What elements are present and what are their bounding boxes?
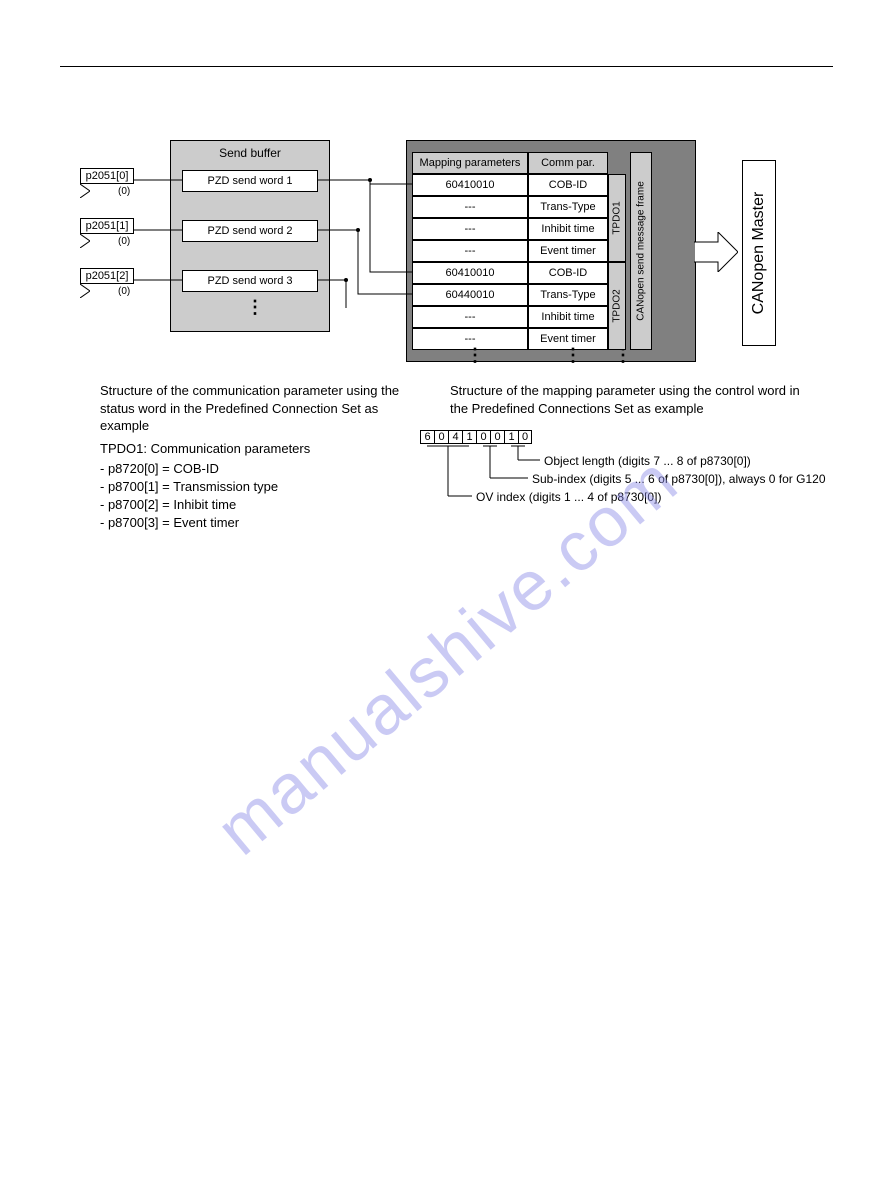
param-input-2: p2051[2] <box>80 268 134 284</box>
comm-cell-3: Event timer <box>528 240 608 262</box>
map-cell-2: --- <box>412 218 528 240</box>
comm-cell-0: COB-ID <box>528 174 608 196</box>
param-input-1-sub: (0) <box>118 236 130 247</box>
comm-cell-2: Inhibit time <box>528 218 608 240</box>
comm-cell-1: Trans-Type <box>528 196 608 218</box>
left-text-item-2: - p8700[2] = Inhibit time <box>100 496 400 514</box>
left-text-item-0: - p8720[0] = COB-ID <box>100 460 400 478</box>
digit-4: 0 <box>476 430 490 444</box>
pzd-word-1: PZD send word 1 <box>182 170 318 192</box>
tpdo2-text: TPDO2 <box>612 289 623 322</box>
param-input-0: p2051[0] <box>80 168 134 184</box>
bracket-label-2: OV index (digits 1 ... 4 of p8730[0]) <box>476 490 661 504</box>
digit-5: 0 <box>490 430 504 444</box>
map-cell-3: --- <box>412 240 528 262</box>
tpdo2-label: TPDO2 <box>608 262 626 350</box>
can-frame-text: CANopen send message frame <box>636 181 647 321</box>
comm-cell-6: Inhibit time <box>528 306 608 328</box>
send-buffer-title: Send buffer <box>170 146 330 160</box>
tpdo-vdots: ⋮ <box>614 352 632 358</box>
digit-6: 1 <box>504 430 518 444</box>
canopen-master-text: CANopen Master <box>750 192 768 315</box>
send-buffer-vdots: ⋮ <box>246 304 264 310</box>
top-rule <box>60 66 833 67</box>
left-text-item-3: - p8700[3] = Event timer <box>100 514 400 532</box>
can-frame-label: CANopen send message frame <box>630 152 652 350</box>
bracket-label-0: Object length (digits 7 ... 8 of p8730[0… <box>544 454 751 468</box>
digit-2: 4 <box>448 430 462 444</box>
pzd-word-2: PZD send word 2 <box>182 220 318 242</box>
map-vdots: ⋮ <box>466 352 484 358</box>
param-input-0-sub: (0) <box>118 186 130 197</box>
map-cell-6: --- <box>412 306 528 328</box>
right-text-heading: Structure of the mapping parameter using… <box>450 382 800 417</box>
param-input-0-arrow <box>80 184 90 198</box>
diagram-area: p2051[0] (0) p2051[1] (0) p2051[2] (0) S… <box>80 132 820 362</box>
digit-1: 0 <box>434 430 448 444</box>
map-cell-0: 60410010 <box>412 174 528 196</box>
map-cell-1: --- <box>412 196 528 218</box>
digit-0: 6 <box>420 430 434 444</box>
param-input-2-arrow <box>80 284 90 298</box>
tpdo1-text: TPDO1 <box>612 201 623 234</box>
left-text-heading: Structure of the communication parameter… <box>100 382 400 435</box>
param-input-1-arrow <box>80 234 90 248</box>
canopen-master-box: CANopen Master <box>742 160 776 346</box>
arrow-to-master <box>694 232 738 272</box>
left-text-subheading: TPDO1: Communication parameters <box>100 440 400 458</box>
comm-cell-5: Trans-Type <box>528 284 608 306</box>
header-mapping: Mapping parameters <box>412 152 528 174</box>
param-input-1: p2051[1] <box>80 218 134 234</box>
digits-row: 6 0 4 1 0 0 1 0 <box>420 430 532 444</box>
pzd-word-3: PZD send word 3 <box>182 270 318 292</box>
comm-cell-4: COB-ID <box>528 262 608 284</box>
map-cell-5: 60440010 <box>412 284 528 306</box>
map-cell-4: 60410010 <box>412 262 528 284</box>
param-input-2-sub: (0) <box>118 286 130 297</box>
header-comm: Comm par. <box>528 152 608 174</box>
tpdo1-label: TPDO1 <box>608 174 626 262</box>
comm-vdots: ⋮ <box>564 352 582 358</box>
digit-3: 1 <box>462 430 476 444</box>
bracket-label-1: Sub-index (digits 5 ... 6 of p8730[0]), … <box>532 472 826 486</box>
digit-7: 0 <box>518 430 532 444</box>
left-text-item-1: - p8700[1] = Transmission type <box>100 478 400 496</box>
